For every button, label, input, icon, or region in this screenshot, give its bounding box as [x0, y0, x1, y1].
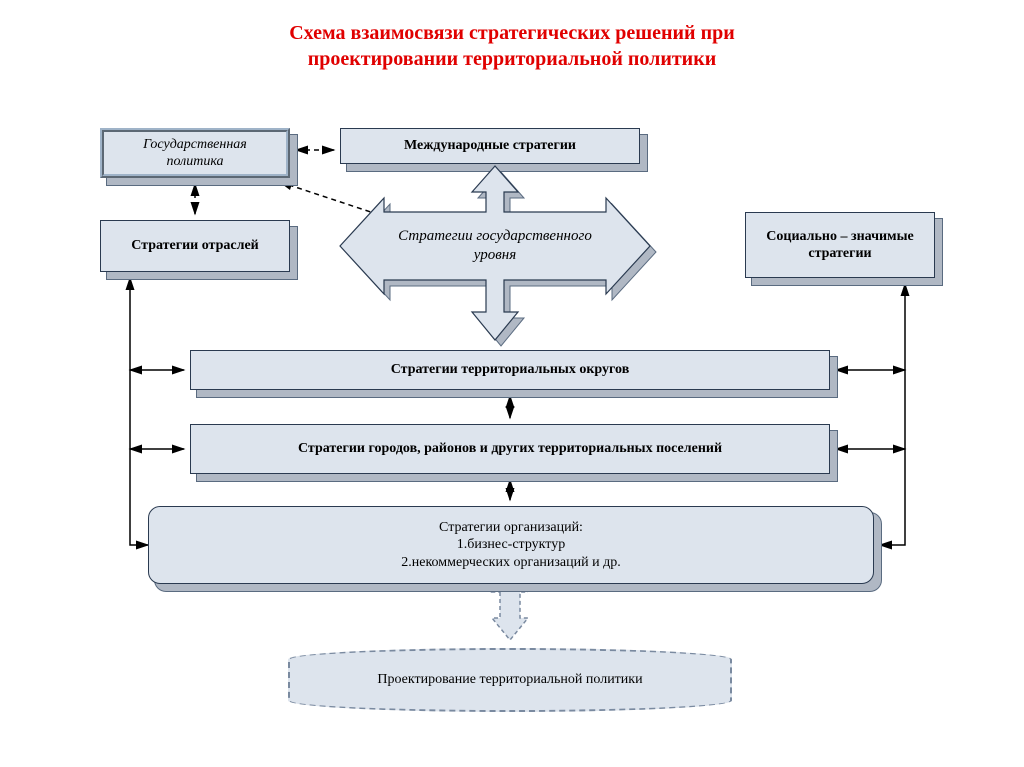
- node-okrug: Стратегии территориальных округов: [190, 350, 830, 390]
- orgs-line1: Стратегии организаций:: [439, 519, 583, 537]
- center-label: Стратегии государственного уровня: [395, 227, 595, 266]
- design-label: Проектирование территориальной политики: [377, 672, 642, 688]
- node-cities: Стратегии городов, районов и других терр…: [190, 424, 830, 474]
- title-line1: Схема взаимосвязи стратегических решений…: [289, 22, 735, 44]
- node-gov-policy: Государственная политика: [100, 128, 290, 178]
- node-center-star: Стратегии государственного уровня: [300, 160, 700, 350]
- cities-label: Стратегии городов, районов и других терр…: [298, 440, 722, 458]
- title-line2: проектировании территориальной политики: [308, 48, 717, 70]
- diagram-title: Схема взаимосвязи стратегических решений…: [0, 20, 1024, 72]
- intl-label: Международные стратегии: [404, 137, 576, 155]
- gov-policy-label: Государственная политика: [114, 136, 276, 171]
- industries-label: Стратегии отраслей: [131, 237, 258, 255]
- node-social: Социально – значимые стратегии: [745, 212, 935, 278]
- node-industries: Стратегии отраслей: [100, 220, 290, 272]
- diagram-stage: Схема взаимосвязи стратегических решений…: [0, 0, 1024, 767]
- center-label-wrap: Стратегии государственного уровня: [395, 213, 595, 279]
- orgs-line3: 2.некоммерческих организаций и др.: [401, 554, 621, 572]
- okrug-label: Стратегии территориальных округов: [391, 361, 630, 379]
- node-orgs: Стратегии организаций: 1.бизнес-структур…: [148, 506, 874, 584]
- node-intl: Международные стратегии: [340, 128, 640, 164]
- orgs-line2: 1.бизнес-структур: [457, 536, 565, 554]
- node-design: Проектирование территориальной политики: [288, 648, 732, 712]
- social-label: Социально – значимые стратегии: [756, 228, 924, 263]
